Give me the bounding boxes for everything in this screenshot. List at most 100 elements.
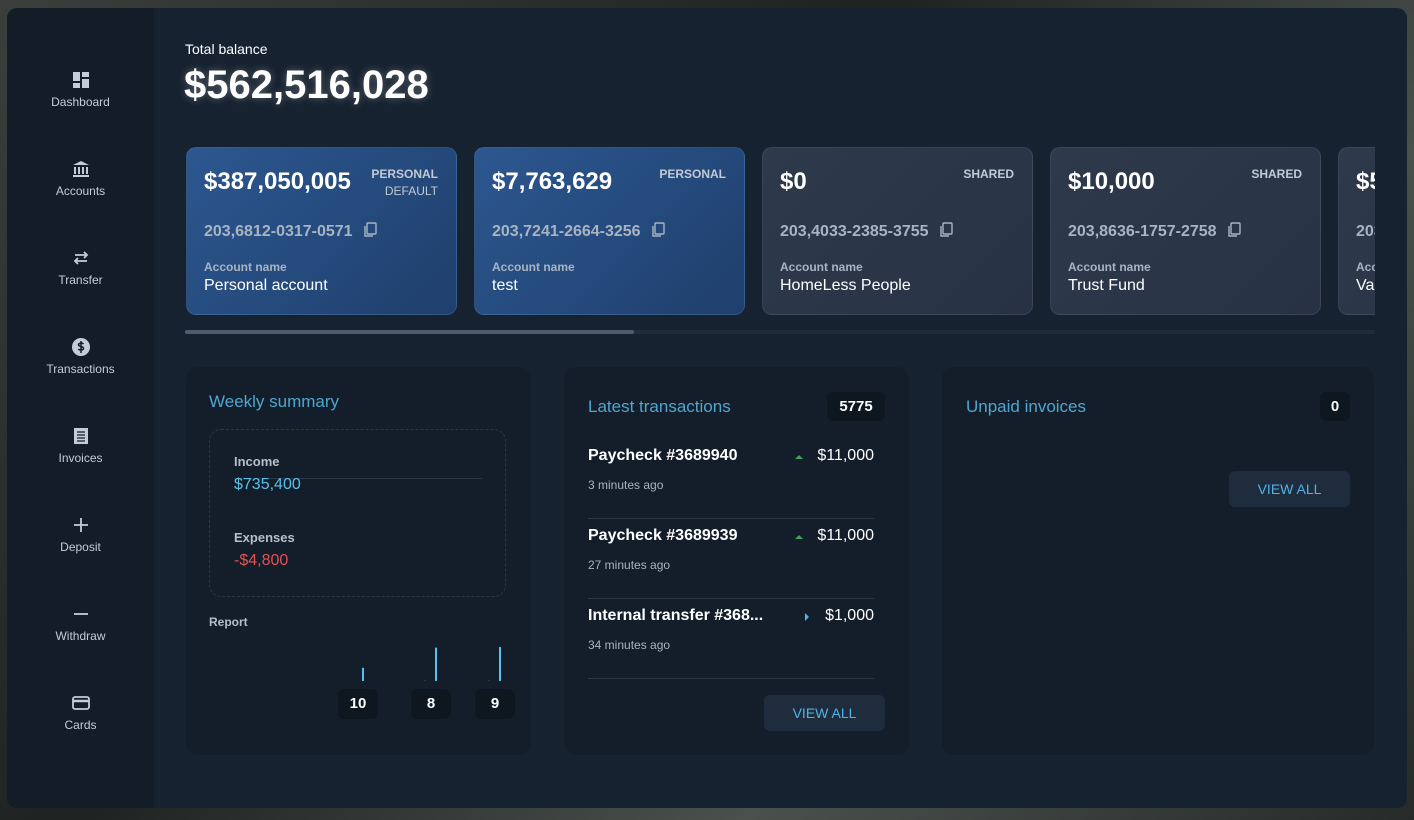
transaction-time: 34 minutes ago (588, 638, 671, 652)
transaction-row[interactable]: Paycheck #3689939 27 minutes ago $11,000 (588, 519, 874, 599)
account-name: test (492, 277, 518, 294)
account-card[interactable]: $5SHARED203Account nameVar (1338, 147, 1375, 315)
transaction-amount: $11,000 (817, 447, 874, 464)
divider (234, 478, 482, 479)
account-balance: $5 (1356, 168, 1375, 195)
report-day: 10 (338, 689, 378, 719)
icon-part (81, 167, 84, 174)
icon-part (73, 167, 76, 174)
report-label: Report (209, 615, 248, 629)
arrow (795, 535, 803, 539)
nav-label: Accounts (55, 184, 106, 198)
account-type-wrap: PERSONAL (659, 166, 726, 183)
copy-icon[interactable] (651, 222, 666, 237)
transaction-title: Internal transfer #368... (588, 607, 764, 624)
icon-part (85, 167, 88, 174)
account-number-wrap: 203 (1356, 222, 1375, 241)
expenses-value: -$4,800 (234, 552, 289, 569)
balance-label: Total balance (185, 41, 268, 57)
icon-part (941, 222, 953, 235)
icon-part (72, 72, 80, 81)
account-number: 203,8636-1757-2758 (1068, 223, 1217, 240)
icon-part (77, 341, 84, 353)
account-number: 203,4033-2385-3755 (780, 223, 929, 240)
account-type-wrap: SHARED (1251, 166, 1302, 183)
view-all-button[interactable]: VIEW ALL (1229, 471, 1350, 507)
nav-label: Deposit (60, 540, 101, 554)
panel-title: Weekly summary (209, 392, 340, 411)
account-card[interactable]: $7,763,629 PERSONAL 203,7241-2664-3256 Acco… (474, 147, 745, 315)
account-number: 203 (1356, 223, 1375, 240)
nav-label: Cards (64, 718, 97, 732)
copy-icon[interactable] (1227, 222, 1242, 237)
account-balance: $7,763,629 (492, 168, 613, 195)
account-number-wrap: 203,6812-0317-0571 (204, 222, 378, 241)
direction-icon (795, 455, 803, 459)
icon-part (81, 79, 89, 88)
account-card[interactable]: $10,000 SHARED 203,8636-1757-2758 Account n… (1050, 147, 1321, 315)
account-card[interactable]: $0 SHARED 203,4033-2385-3755 Account name Ho… (762, 147, 1033, 315)
icon-part (73, 251, 88, 265)
transaction-title: Paycheck #3689940 (588, 447, 738, 464)
nav-item[interactable]: Transfer (7, 249, 154, 287)
nav-icon (71, 696, 90, 710)
income-value: $735,400 (234, 476, 301, 493)
account-type-wrap: SHARED (963, 166, 1014, 183)
direction-icon (805, 613, 809, 621)
nav-item[interactable]: Accounts (7, 160, 154, 198)
nav-item[interactable]: Transactions (7, 338, 154, 376)
account-type: SHARED (963, 167, 1014, 181)
nav-item[interactable]: Deposit (7, 516, 154, 554)
income-bar (435, 647, 437, 681)
copy-icon[interactable] (939, 222, 954, 237)
latest-transactions-panel: Latest transactions 5775 VIEW ALL Payche… (564, 367, 909, 755)
account-name-label: Account name (204, 260, 287, 274)
income-label: Income (234, 454, 280, 469)
transaction-row[interactable]: Paycheck #3689940 3 minutes ago $11,000 (588, 439, 874, 519)
income-bar (362, 667, 364, 681)
transaction-count: 5775 (827, 392, 885, 421)
account-name: HomeLess People (780, 277, 911, 294)
nav-item[interactable]: Cards (7, 694, 154, 732)
scroll-track (185, 330, 1375, 334)
account-type: PERSONAL (659, 167, 726, 181)
account-number: 203,7241-2664-3256 (492, 223, 641, 240)
account-type: SHARED (1251, 167, 1302, 181)
app-window: Dashboard Accounts Transfer Transactions Inv… (7, 8, 1407, 808)
icon-part (72, 175, 89, 177)
icon-part (72, 161, 89, 165)
icon-part (939, 226, 949, 237)
icon-part (81, 72, 89, 77)
scroll-thumb[interactable] (185, 330, 634, 334)
transaction-time: 3 minutes ago (588, 478, 664, 492)
panel-title: Unpaid invoices (966, 397, 1087, 416)
transaction-time: 27 minutes ago (588, 558, 671, 572)
account-number-wrap: 203,4033-2385-3755 (780, 222, 954, 241)
nav-item[interactable]: Dashboard (7, 71, 154, 109)
unpaid-invoices-panel: Unpaid invoices 0 VIEW ALL (942, 367, 1374, 755)
nav-label: Transactions (46, 362, 115, 376)
icon-part (365, 222, 377, 235)
report-day: 9 (475, 689, 515, 719)
income-bar (499, 647, 501, 681)
icon-part (72, 83, 80, 88)
account-number: 203,6812-0317-0571 (204, 223, 353, 240)
transaction-row[interactable]: Internal transfer #368... 34 minutes ago $… (588, 599, 874, 679)
nav-item[interactable]: Withdraw (7, 605, 154, 643)
nav-icon (73, 251, 88, 265)
account-name: Personal account (204, 277, 328, 294)
copy-icon[interactable] (363, 222, 378, 237)
nav-icon (71, 338, 90, 356)
nav-icon (73, 613, 88, 615)
account-balance: $387,050,005 (204, 168, 351, 195)
account-card[interactable]: $387,050,005 PERSONAL DEFAULT 203,6812-0317… (186, 147, 457, 315)
nav-item[interactable]: Invoices (7, 427, 154, 465)
nav-label: Withdraw (55, 629, 106, 643)
invoice-count: 0 (1320, 392, 1350, 421)
icon-part (1227, 226, 1237, 237)
expenses-label: Expenses (234, 530, 295, 545)
icon-part (76, 431, 85, 442)
account-type: PERSONAL (371, 167, 438, 181)
view-all-button[interactable]: VIEW ALL (764, 695, 885, 731)
